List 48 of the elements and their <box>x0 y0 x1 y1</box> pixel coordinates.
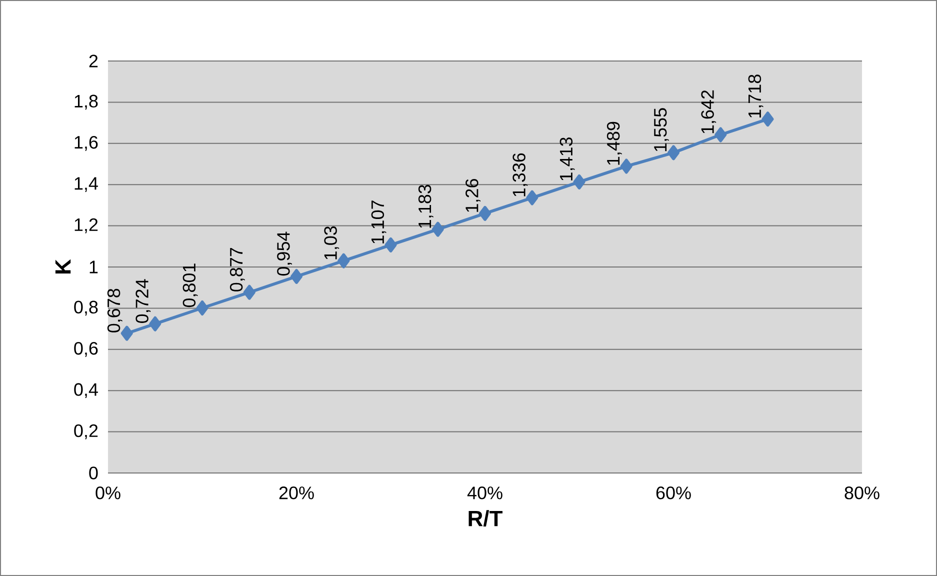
point <box>196 300 208 316</box>
x-tick-label: 80% <box>844 486 880 500</box>
x-axis-title: R/T <box>468 510 502 527</box>
data-label: 1,183 <box>418 184 434 228</box>
data-label: 1,107 <box>371 200 386 244</box>
point <box>384 237 397 252</box>
data-label: 0,877 <box>230 248 245 292</box>
point <box>120 326 133 341</box>
y-axis-title: K <box>55 259 71 274</box>
data-label: 1,555 <box>654 108 669 152</box>
data-label: 1,642 <box>701 90 716 134</box>
y-tick-label: 1 <box>90 260 98 274</box>
y-tick-label: 0,2 <box>74 424 98 440</box>
x-tick-label: 0% <box>96 486 120 500</box>
point <box>762 112 774 127</box>
data-label: 1,718 <box>748 74 764 118</box>
point <box>479 206 491 221</box>
point <box>526 190 538 206</box>
point <box>149 316 162 332</box>
point <box>714 127 727 142</box>
x-tick-label: 40% <box>467 486 502 500</box>
data-label: 0,801 <box>182 264 198 308</box>
data-label: 1,489 <box>606 122 622 165</box>
y-tick-label: 0,4 <box>74 383 98 398</box>
y-tick-label: 1,4 <box>74 177 98 192</box>
point <box>432 222 444 237</box>
data-label: 1,03 <box>324 226 340 260</box>
x-tick-label: 60% <box>656 486 691 500</box>
data-label: 1,26 <box>466 178 480 212</box>
y-tick-label: 1,8 <box>74 94 98 110</box>
point <box>668 145 680 160</box>
point <box>620 158 632 174</box>
data-label: 1,336 <box>512 153 528 196</box>
y-tick-label: 0,6 <box>74 342 98 357</box>
data-label: 0,954 <box>277 232 292 276</box>
point <box>573 174 586 190</box>
point <box>290 268 302 284</box>
data-label: 0,678 <box>107 288 122 332</box>
x-tick-label: 20% <box>279 486 314 500</box>
point <box>338 253 350 268</box>
y-tick-label: 2 <box>89 54 98 68</box>
point <box>243 284 256 300</box>
data-label: 1,413 <box>560 137 575 180</box>
y-tick-label: 0 <box>89 466 98 480</box>
data-label: 0,724 <box>136 279 151 323</box>
y-tick-label: 0,8 <box>74 300 98 316</box>
y-tick-label: 1,2 <box>74 218 98 234</box>
y-tick-label: 1,6 <box>74 136 98 151</box>
